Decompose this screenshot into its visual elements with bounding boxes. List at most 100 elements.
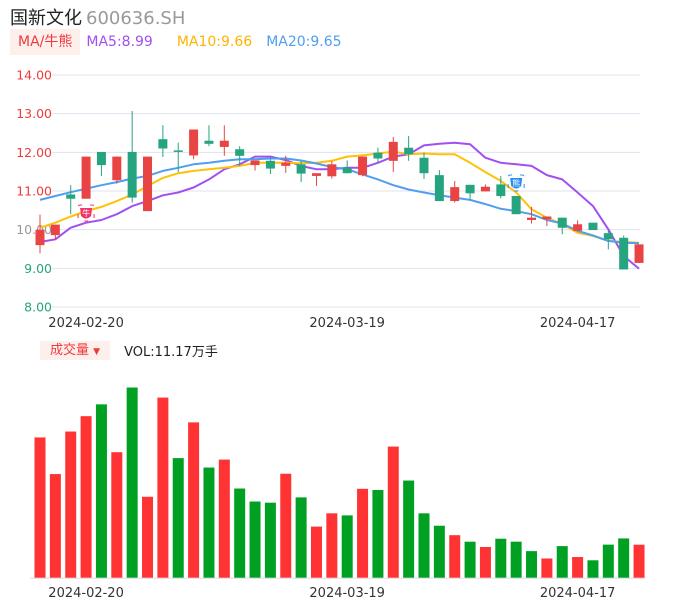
volume-bar — [65, 431, 77, 578]
candle-body — [66, 194, 76, 199]
candle-body — [311, 173, 321, 176]
dropdown-arrow-icon: ▼ — [93, 347, 101, 357]
candle-body — [342, 167, 352, 174]
candle-body — [603, 233, 613, 240]
volume-indicator-selector[interactable]: 成交量 ▼ — [40, 341, 111, 360]
volume-bar — [541, 558, 553, 578]
volume-bar — [341, 515, 353, 578]
volume-bar — [449, 535, 461, 578]
volume-value: VOL:11.17万手 — [124, 345, 218, 360]
volume-bar — [602, 544, 614, 578]
candle-body — [434, 175, 444, 202]
y-tick-label: 14.00 — [16, 68, 52, 83]
volume-bar — [618, 538, 630, 578]
candle-body — [557, 217, 567, 228]
ma-indicator-selector[interactable]: MA/牛熊 — [10, 29, 81, 55]
bear-badge-icon — [510, 178, 523, 189]
volume-bar — [111, 452, 123, 578]
volume-date-label: 2024-04-17 — [540, 586, 616, 601]
candle-body — [465, 184, 475, 194]
price-grid: 14.00 13.00 12.00 11.00 10.00 9.00 8.00 — [16, 68, 640, 315]
volume-bar — [357, 488, 369, 578]
volume-bar — [49, 474, 61, 578]
y-tick-label: 12.00 — [16, 145, 52, 160]
bull-marker-label: 牛 — [82, 208, 90, 218]
candle-body — [250, 160, 260, 166]
ma10-line — [39, 150, 640, 244]
price-date-label: 2024-04-17 — [540, 316, 616, 331]
volume-bar — [234, 488, 246, 578]
candle-body — [588, 222, 598, 231]
candle-body — [112, 156, 122, 181]
candle-body — [204, 140, 214, 144]
candle-body — [158, 139, 168, 149]
candle-body — [327, 164, 337, 177]
ma10-value: MA10:9.66 — [176, 34, 253, 50]
volume-bar — [526, 551, 538, 578]
ma5-value: MA5:8.99 — [86, 34, 153, 50]
candle-body — [143, 156, 153, 212]
volume-bar — [403, 480, 415, 578]
candle-body — [388, 141, 398, 161]
bull-badge-icon — [80, 208, 93, 219]
moving-average-lines — [39, 141, 640, 270]
volume-bar — [418, 513, 430, 578]
price-date-label: 2024-02-20 — [48, 316, 124, 331]
volume-bar — [188, 422, 200, 578]
bear-marker-label: 熊 — [512, 178, 520, 188]
candle-body — [189, 129, 199, 156]
ma20-value: MA20:9.65 — [266, 34, 342, 50]
candle-body — [96, 151, 106, 166]
volume-bar — [572, 557, 584, 578]
candle-body — [219, 140, 229, 147]
candlesticks — [35, 110, 644, 270]
signal-markers: 牛熊 — [77, 174, 525, 222]
volume-bar — [264, 502, 276, 578]
candle-body — [404, 147, 414, 155]
candle-body — [450, 187, 460, 202]
volume-bar — [479, 546, 491, 578]
y-tick-label: 11.00 — [16, 184, 52, 199]
volume-bar — [218, 459, 230, 578]
volume-bar — [510, 541, 522, 578]
stock-title: 国新文化 600636.SH — [10, 4, 185, 30]
volume-bar — [556, 546, 568, 578]
ma-legend: MA/牛熊 MA5:8.99 MA10:9.66 MA20:9.65 — [10, 29, 342, 55]
volume-bar — [633, 544, 645, 578]
candle-body — [281, 162, 291, 166]
candle-body — [296, 164, 306, 174]
volume-bar — [172, 458, 184, 578]
candle-body — [527, 217, 537, 220]
bull-marker-frame — [77, 204, 95, 222]
y-tick-label: 8.00 — [24, 300, 52, 315]
volume-bar — [142, 496, 154, 578]
volume-bar — [157, 397, 169, 578]
candle-body — [127, 151, 137, 198]
volume-bar — [80, 416, 92, 578]
candle-body — [619, 237, 629, 270]
volume-bar — [34, 437, 46, 578]
y-tick-label: 10.00 — [16, 222, 52, 237]
candle-body — [373, 152, 383, 159]
y-tick-label: 9.00 — [24, 261, 52, 276]
volume-bar — [372, 489, 384, 578]
volume-bar — [280, 473, 292, 578]
volume-bar — [495, 538, 507, 578]
volume-bar — [464, 541, 476, 578]
volume-bar — [295, 497, 307, 578]
stock-name: 国新文化 — [10, 8, 82, 29]
candle-body — [35, 229, 45, 246]
candle-body — [480, 186, 490, 192]
candle-body — [358, 156, 368, 176]
volume-bar — [126, 387, 138, 578]
volume-bar — [433, 525, 445, 578]
candle-body — [511, 196, 521, 215]
ma20-line — [39, 157, 640, 245]
candle-body — [265, 160, 275, 169]
y-tick-label: 13.00 — [16, 106, 52, 121]
volume-bar — [249, 501, 261, 578]
candle-body — [634, 244, 644, 263]
candle-body — [419, 157, 429, 174]
candle-body — [81, 156, 91, 199]
